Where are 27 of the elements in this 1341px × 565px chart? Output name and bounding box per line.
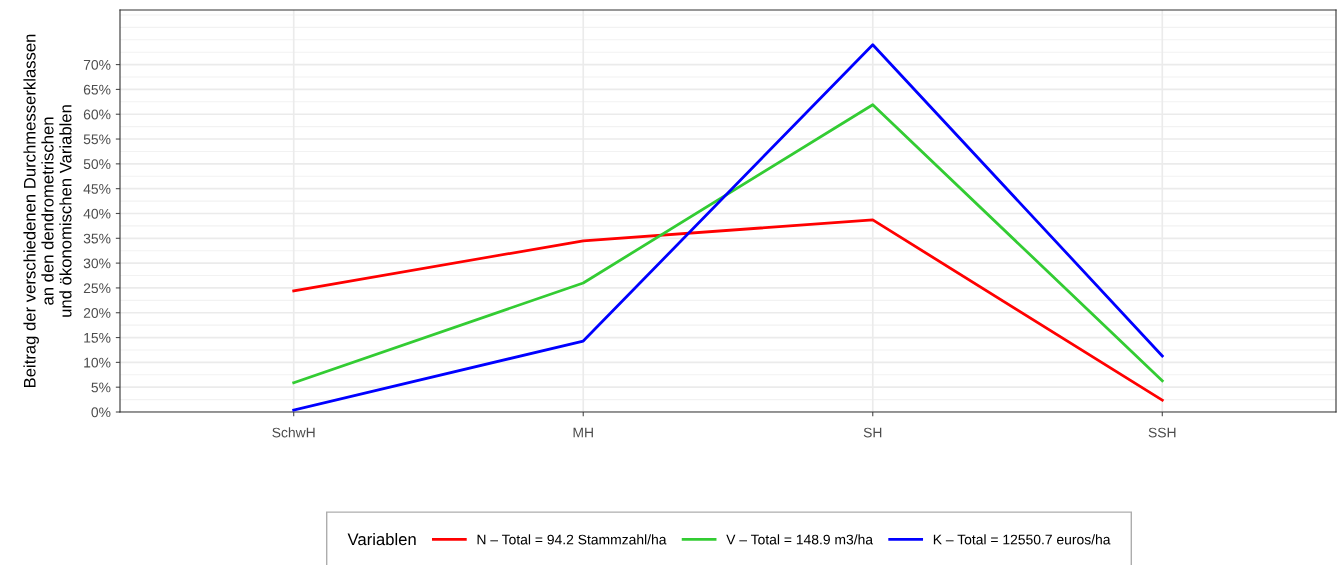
y-tick-label: 20% [83,308,111,318]
x-tick-label: SH [863,427,882,438]
y-axis-title: Beitrag der verschiedenen Durchmesserklassen an den dendrometrischen und ökonomischen Variablen [23,34,72,388]
y-tick-label: 35% [83,233,111,244]
legend-label: V – Total = 148.9 m3/ha [726,534,874,545]
legend-label: N – Total = 94.2 Stammzahl/ha [477,534,667,545]
x-tick-label: SSH [1148,427,1176,438]
y-tick-label: 45% [83,184,111,194]
legend-label: K – Total = 12550.7 euros/ha [933,534,1111,545]
x-tick-label: SchwH [272,427,315,438]
y-tick-label: 50% [83,159,111,170]
y-tick-label: 10% [84,357,111,368]
y-tick-label: 0% [91,407,111,418]
y-tick-label: 65% [83,84,111,95]
y-tick-label: 70% [83,59,111,70]
line-series [292,103,1164,385]
x-tick-label: MH [573,427,593,438]
y-tick-label: 15% [84,332,111,343]
line-series [292,43,1164,412]
y-tick-label: 30% [83,258,111,269]
line-series [292,218,1164,402]
y-tick-label: 25% [83,283,111,294]
y-tick-label: 40% [83,208,111,219]
legend-title: Variablen [347,532,416,546]
y-tick-label: 55% [83,134,111,145]
y-tick-label: 60% [83,109,111,120]
y-tick-label: 5% [91,382,111,393]
